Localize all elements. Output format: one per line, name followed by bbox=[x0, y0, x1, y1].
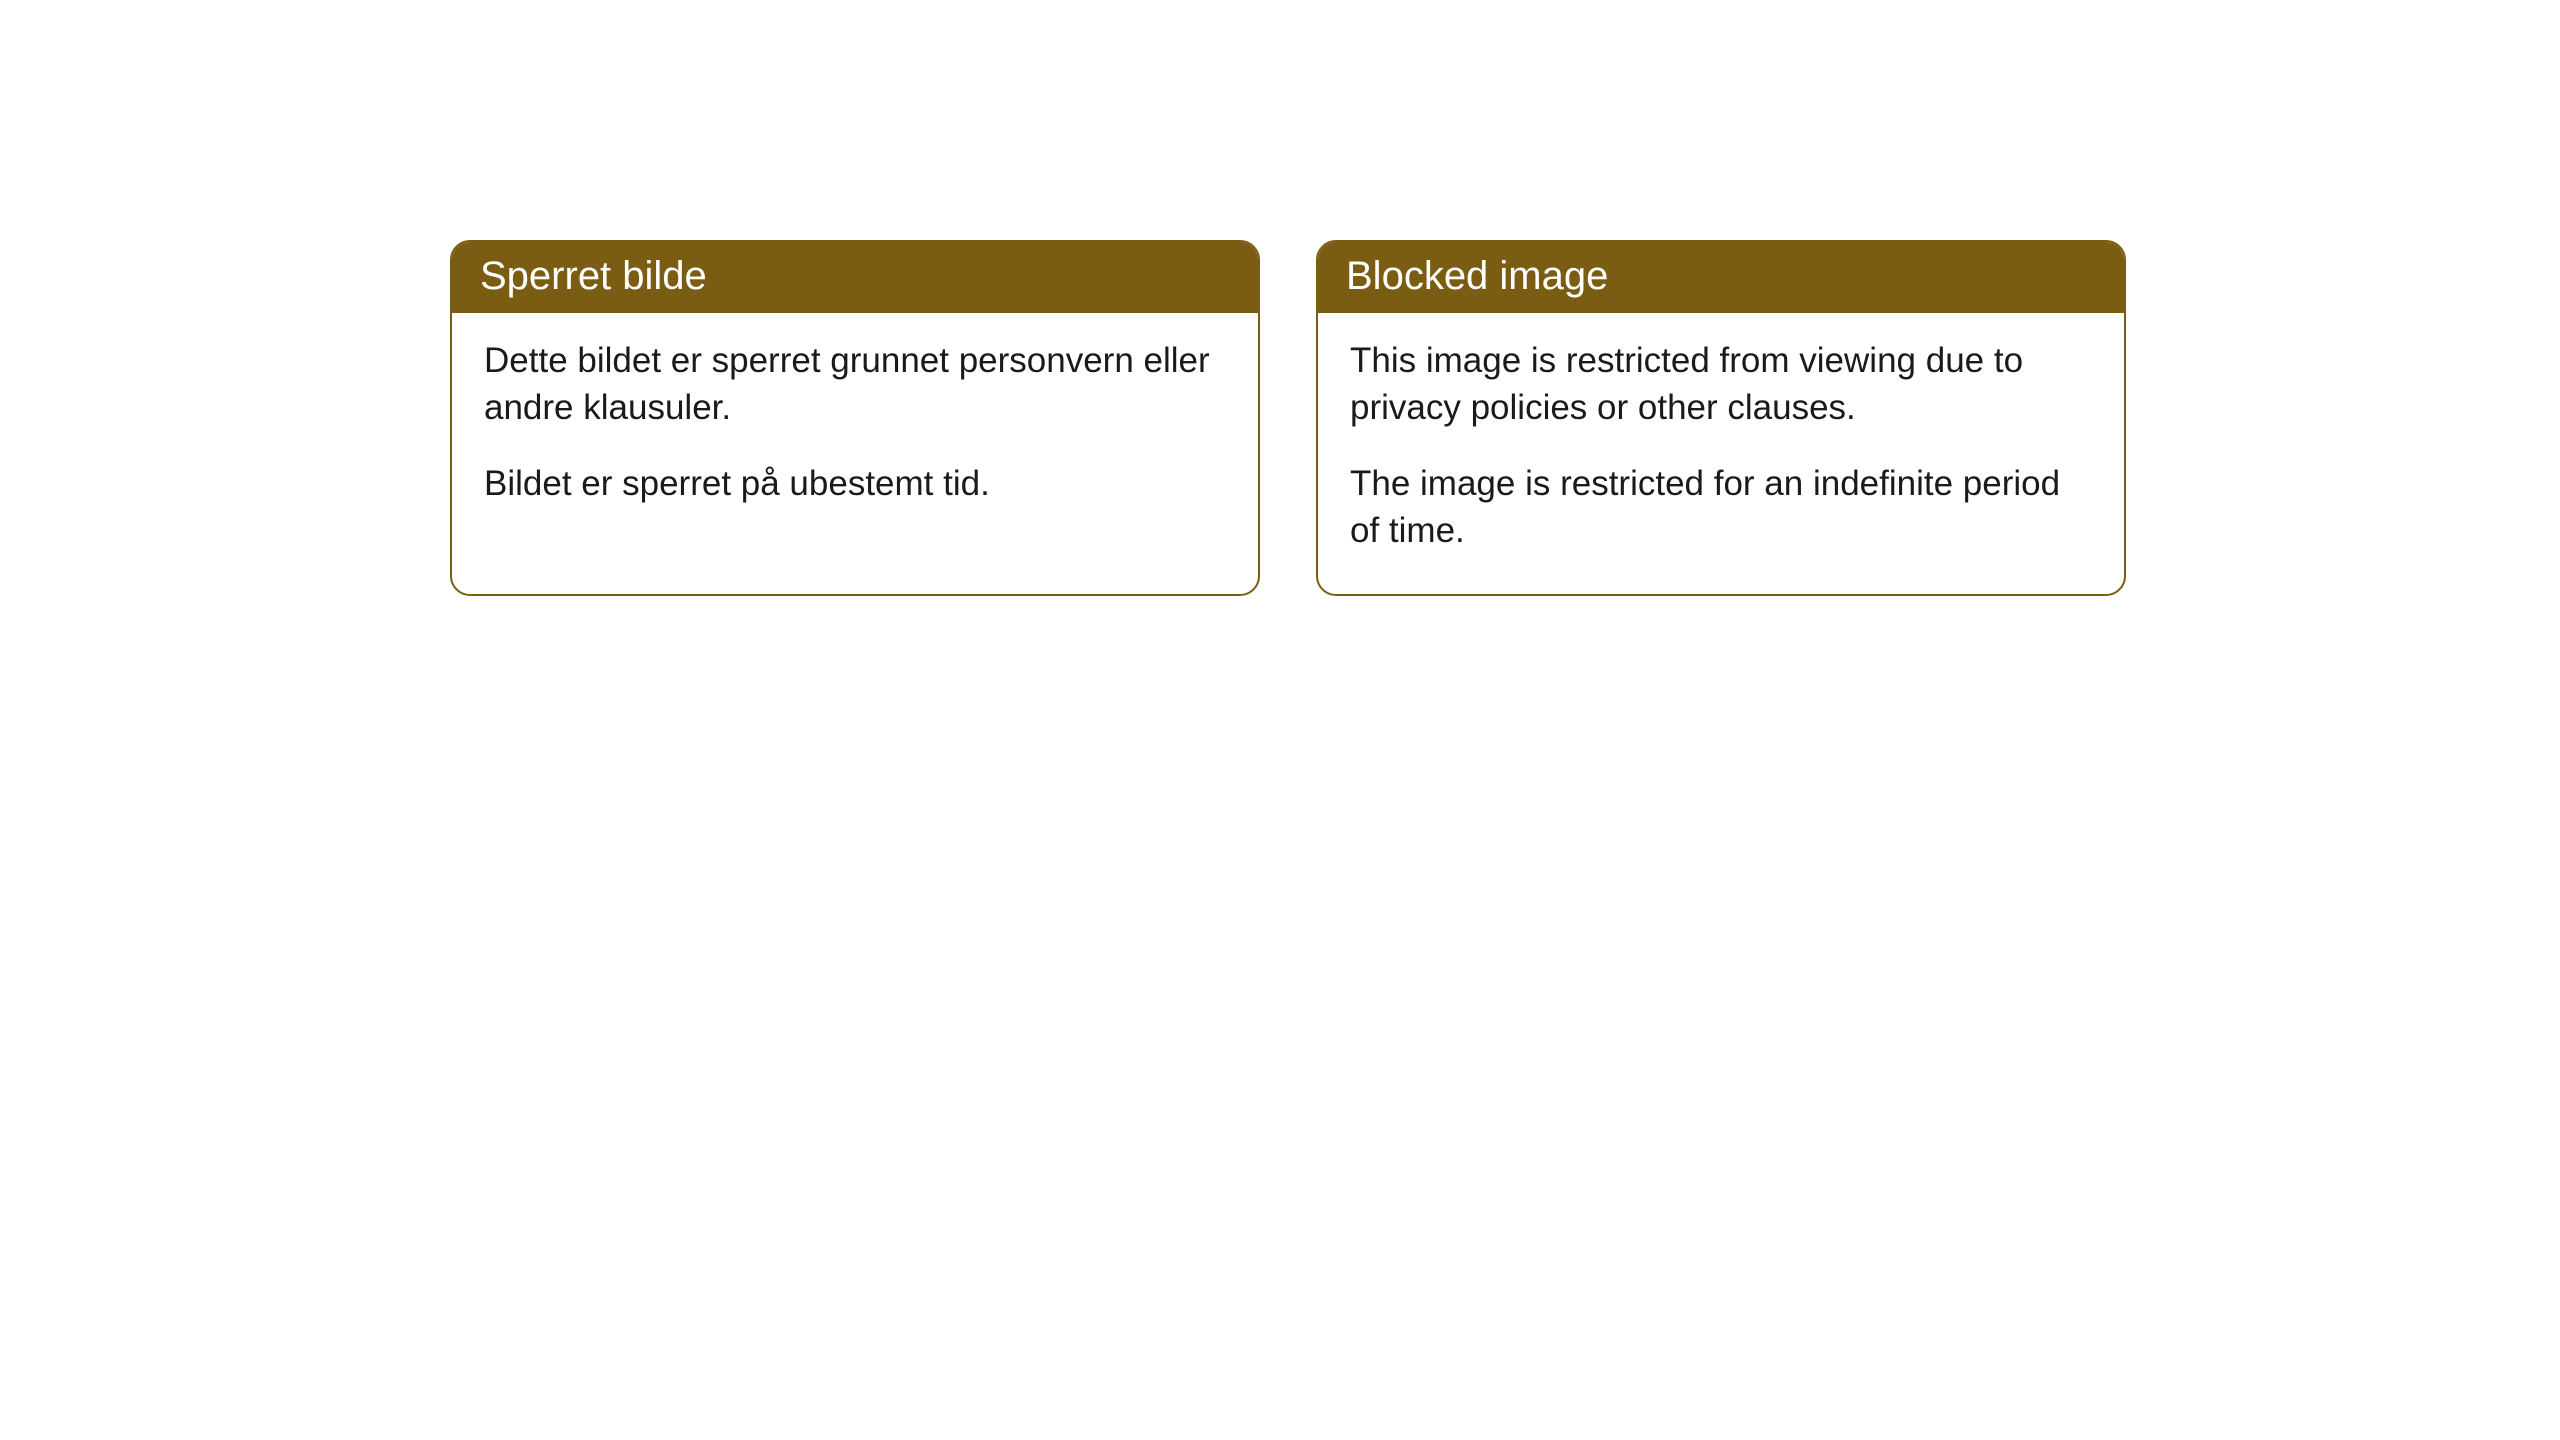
card-body: Dette bildet er sperret grunnet personve… bbox=[452, 313, 1258, 547]
notice-cards-container: Sperret bilde Dette bildet er sperret gr… bbox=[450, 240, 2126, 596]
card-paragraph: Dette bildet er sperret grunnet personve… bbox=[484, 337, 1226, 432]
notice-card-english: Blocked image This image is restricted f… bbox=[1316, 240, 2126, 596]
card-body: This image is restricted from viewing du… bbox=[1318, 313, 2124, 594]
card-header: Blocked image bbox=[1318, 242, 2124, 313]
card-header: Sperret bilde bbox=[452, 242, 1258, 313]
card-paragraph: The image is restricted for an indefinit… bbox=[1350, 460, 2092, 555]
notice-card-norwegian: Sperret bilde Dette bildet er sperret gr… bbox=[450, 240, 1260, 596]
card-title: Blocked image bbox=[1346, 254, 1608, 298]
card-title: Sperret bilde bbox=[480, 254, 707, 298]
card-paragraph: This image is restricted from viewing du… bbox=[1350, 337, 2092, 432]
card-paragraph: Bildet er sperret på ubestemt tid. bbox=[484, 460, 1226, 507]
